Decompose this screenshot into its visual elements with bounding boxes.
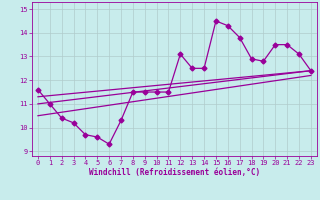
X-axis label: Windchill (Refroidissement éolien,°C): Windchill (Refroidissement éolien,°C) bbox=[89, 168, 260, 177]
